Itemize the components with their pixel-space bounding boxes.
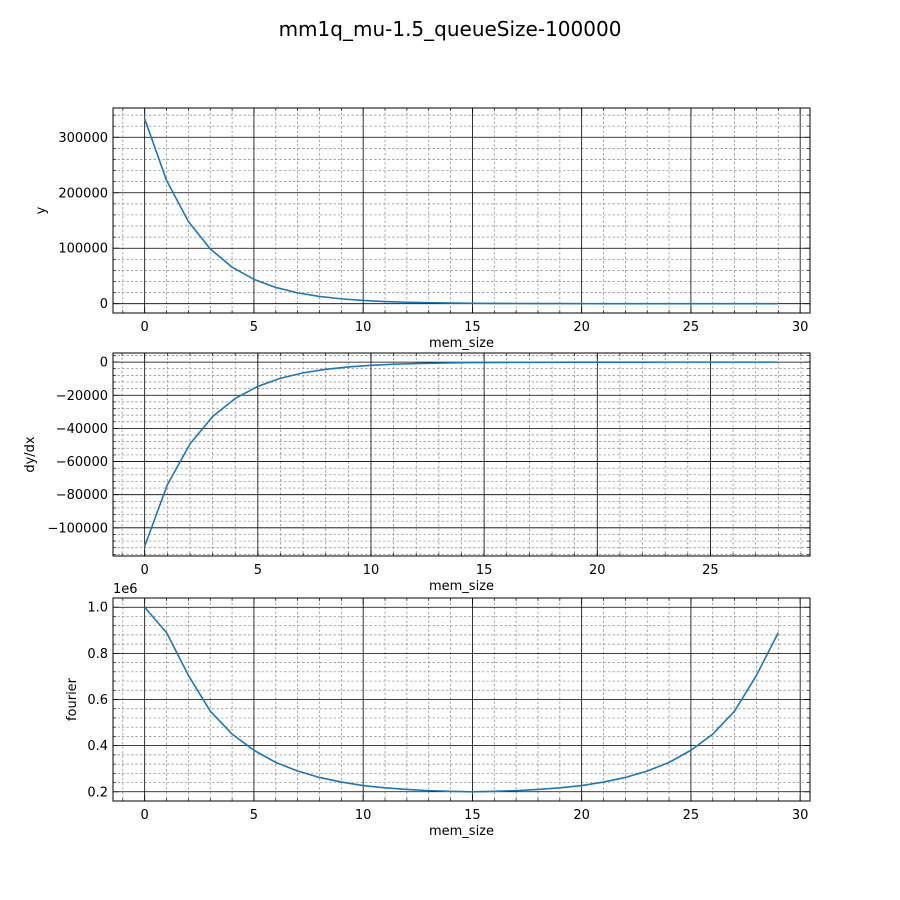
x-tick-label: 20 bbox=[573, 808, 590, 823]
x-tick-label: 25 bbox=[702, 563, 719, 578]
x-tick-label: 10 bbox=[355, 320, 372, 335]
axes-frame bbox=[112, 107, 811, 314]
x-tick-label: 0 bbox=[141, 808, 149, 823]
x-tick-label: 20 bbox=[589, 563, 606, 578]
y-axis-label: dy/dx bbox=[23, 436, 38, 473]
x-tick-label: 10 bbox=[355, 808, 372, 823]
x-axis-label: mem_size bbox=[429, 579, 494, 594]
y-tick-label: 200000 bbox=[58, 186, 108, 201]
x-tick-label: 25 bbox=[683, 320, 700, 335]
minor-grid bbox=[113, 353, 810, 556]
y-tick-label: −20000 bbox=[56, 389, 108, 404]
minor-grid bbox=[113, 108, 810, 313]
y-tick-label: 0.2 bbox=[87, 785, 108, 800]
y-axis-label: y bbox=[34, 206, 49, 214]
y-tick-label: −40000 bbox=[56, 422, 108, 437]
subplot-1: 0 5 10 15 20 25 30 0 100000 200000 300000 mem_size y bbox=[34, 107, 811, 351]
x-tick-label: 5 bbox=[254, 563, 262, 578]
x-tick-label: 30 bbox=[792, 808, 809, 823]
x-tick-label: 0 bbox=[141, 320, 149, 335]
major-grid bbox=[113, 353, 810, 556]
subplot-3: 0 5 10 15 20 25 300.20.40.60.81.0mem_sizefouri… bbox=[65, 582, 811, 839]
series-line bbox=[143, 361, 779, 547]
x-tick-label: 5 bbox=[250, 808, 258, 823]
y-tick-label: 0.8 bbox=[87, 647, 108, 662]
subplot-2: 0 5 10 15 20 25 0 −20000 −40000 −60000 −80000 −1000… bbox=[23, 352, 811, 594]
x-tick-label: 15 bbox=[464, 808, 481, 823]
y-tick-label: 100000 bbox=[58, 242, 108, 257]
y-tick-label: 300000 bbox=[58, 131, 108, 146]
figure-title: mm1q_mu-1.5_queueSize-100000 bbox=[279, 17, 622, 41]
x-tick-label: 10 bbox=[363, 563, 380, 578]
y-tick-label: 0 bbox=[100, 297, 108, 312]
x-tick-label: 25 bbox=[683, 808, 700, 823]
y-axis-label: fourier bbox=[65, 677, 80, 721]
x-tick-label: 0 bbox=[141, 563, 149, 578]
x-axis-label: mem_size bbox=[429, 824, 494, 839]
y-tick-label: 1.0 bbox=[87, 601, 108, 616]
y-tick-label: −100000 bbox=[47, 521, 108, 536]
x-tick-label: 5 bbox=[250, 320, 258, 335]
x-tick-label: 20 bbox=[573, 320, 590, 335]
x-axis-label: mem_size bbox=[429, 336, 494, 351]
axes-frame bbox=[112, 597, 811, 802]
series-line bbox=[144, 606, 780, 793]
y-tick-label: 0 bbox=[100, 356, 108, 371]
y-tick-label: 0.6 bbox=[87, 693, 108, 708]
y-offset-text: 1e6 bbox=[113, 582, 138, 597]
x-tick-label: 15 bbox=[476, 563, 493, 578]
x-tick-label: 15 bbox=[464, 320, 481, 335]
series-line bbox=[143, 118, 779, 305]
y-tick-label: 0.4 bbox=[87, 739, 108, 754]
y-tick-label: −80000 bbox=[56, 488, 108, 503]
y-tick-label: −60000 bbox=[56, 455, 108, 470]
x-tick-label: 30 bbox=[792, 320, 809, 335]
subplots: 0 5 10 15 20 25 30 0 100000 200000 300000 mem_size y… bbox=[23, 107, 811, 839]
axes-frame bbox=[112, 352, 811, 557]
